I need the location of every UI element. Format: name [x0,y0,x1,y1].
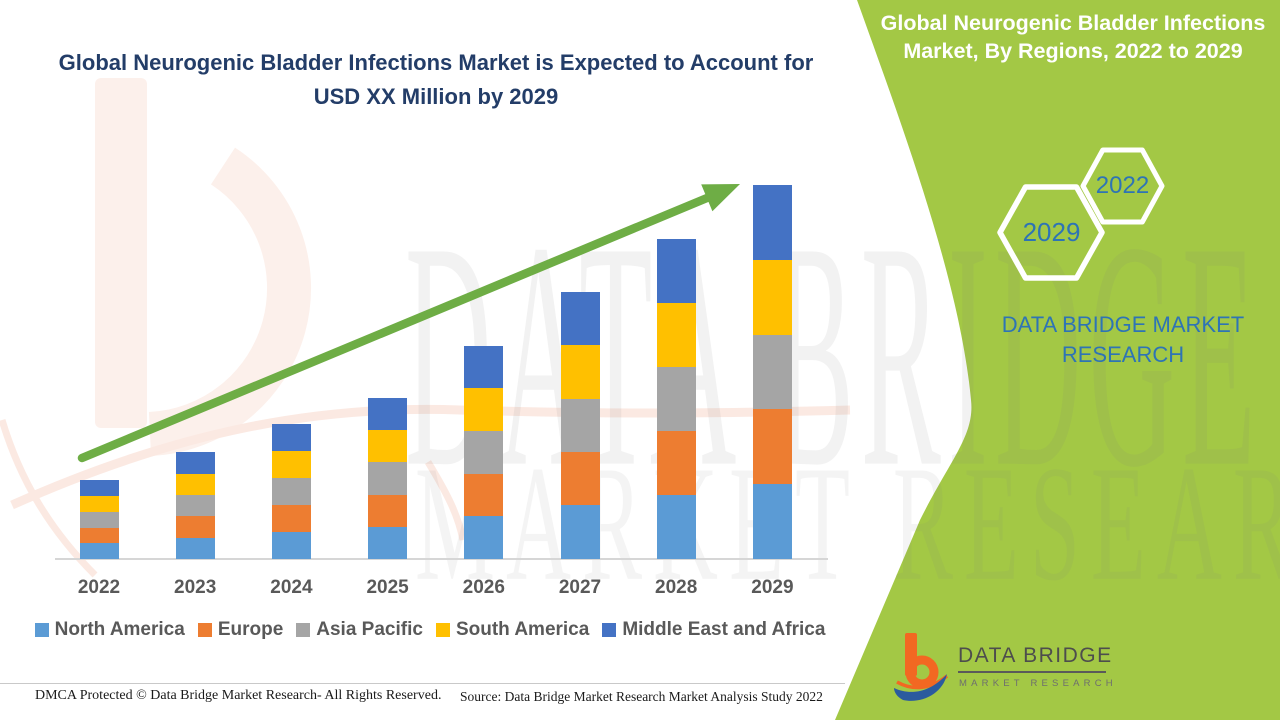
legend-item-south-america: South America [435,619,590,641]
brand-text-line2: RESEARCH [1061,342,1185,367]
footer-divider [0,683,845,684]
bar-segment-south-america [271,451,311,479]
data-bridge-logo-icon [894,633,949,701]
bar-segment-south-america [464,388,504,432]
bar-segment-asia-pacific [271,478,311,506]
legend-label: North America [54,619,185,640]
x-axis-label-2022: 2022 [77,577,121,598]
bar-segment-north-america [752,484,792,559]
bar-segment-europe [752,409,792,485]
bar-2026 [464,345,504,559]
bar-segment-middle-east-and-africa [368,398,408,431]
x-axis-label-2027: 2027 [558,577,602,598]
brand-text-line1: DATA BRIDGE MARKET [1001,312,1245,337]
bar-segment-middle-east-and-africa [79,480,119,497]
legend-label: Europe [217,619,284,640]
x-axis-label-2026: 2026 [462,577,505,598]
bar-2027 [560,291,600,559]
bar-segment-europe [560,451,600,506]
footer-source-text: Source: Data Bridge Market Research Mark… [460,689,823,704]
bar-segment-north-america [79,543,119,559]
logo-subtitle: MARKET RESEARCH [959,678,1117,689]
bar-segment-europe [271,505,311,533]
bar-2023 [175,452,215,559]
bar-segment-middle-east-and-africa [464,345,504,389]
bar-segment-middle-east-and-africa [560,291,600,346]
bar-segment-asia-pacific [368,462,408,495]
x-axis-label-2025: 2025 [366,577,409,598]
bar-segment-south-america [368,430,408,463]
bar-2029 [752,185,792,559]
bar-segment-asia-pacific [752,334,792,410]
bar-segment-south-america [175,473,215,496]
footer-dmca-text: DMCA Protected © Data Bridge Market Rese… [35,688,442,703]
bar-segment-north-america [656,495,696,559]
legend-item-north-america: North America [34,619,185,641]
x-axis-label-2023: 2023 [174,577,217,598]
legend-item-middle-east-and-africa: Middle East and Africa [602,619,825,641]
legend-swatch [296,623,311,637]
hexagon-2022 [1080,147,1165,225]
legend-swatch [34,623,49,637]
page-title-line2: USD XX Million by 2029 [313,84,559,109]
x-axis-label-2024: 2024 [270,577,313,598]
bar-2028 [656,239,696,559]
bar-segment-middle-east-and-africa [752,185,792,260]
bar-segment-europe [79,527,119,544]
logo-underline [958,671,1106,673]
bar-segment-north-america [175,537,215,559]
band-title-line2: Market, By Regions, 2022 to 2029 [903,39,1243,63]
bar-segment-north-america [464,516,504,559]
bar-segment-asia-pacific [464,431,504,474]
bar-segment-asia-pacific [175,495,215,517]
page-title-line1: Global Neurogenic Bladder Infections Mar… [58,50,814,75]
brand-text: DATA BRIDGE MARKET RESEARCH [963,310,1280,370]
hexagon-2022-label: 2022 [1095,172,1150,199]
hexagon-2029 [997,184,1105,281]
chart-legend: North America Europe Asia Pacific South Ame… [0,619,860,641]
bar-segment-europe [175,516,215,538]
bar-segment-north-america [560,505,600,559]
bar-segment-asia-pacific [656,367,696,432]
legend-item-europe: Europe [197,619,284,641]
bar-segment-middle-east-and-africa [656,239,696,304]
bar-segment-middle-east-and-africa [271,424,311,452]
legend-swatch [435,623,450,637]
bar-segment-north-america [271,532,311,559]
bar-segment-europe [368,494,408,527]
x-axis-line [55,558,828,560]
bar-segment-north-america [368,526,408,559]
legend-label: Asia Pacific [316,619,423,640]
bar-2024 [271,424,311,559]
bar-segment-south-america [79,496,119,512]
x-axis-label-2028: 2028 [655,577,698,598]
legend-item-asia-pacific: Asia Pacific [296,619,423,641]
bar-segment-south-america [560,345,600,399]
bar-segment-middle-east-and-africa [175,452,215,474]
logo-title: DATA BRIDGE [958,644,1113,667]
bar-segment-asia-pacific [79,511,119,528]
bar-segment-south-america [752,259,792,335]
bar-segment-asia-pacific [560,398,600,452]
legend-label: Middle East and Africa [622,619,826,640]
legend-swatch [602,623,617,637]
page-title: Global Neurogenic Bladder Infections Mar… [26,46,846,114]
band-title-line1: Global Neurogenic Bladder Infections [880,11,1266,35]
bar-2025 [368,398,408,559]
x-axis-label-2029: 2029 [751,577,794,598]
bar-segment-south-america [656,303,696,368]
hexagon-2029-label: 2029 [1022,217,1081,247]
legend-label: South America [455,619,590,640]
legend-swatch [197,623,212,637]
bar-segment-europe [464,473,504,517]
band-title: Global Neurogenic Bladder Infections Mar… [872,9,1274,65]
bar-segment-europe [656,431,696,496]
bar-2022 [79,480,119,559]
